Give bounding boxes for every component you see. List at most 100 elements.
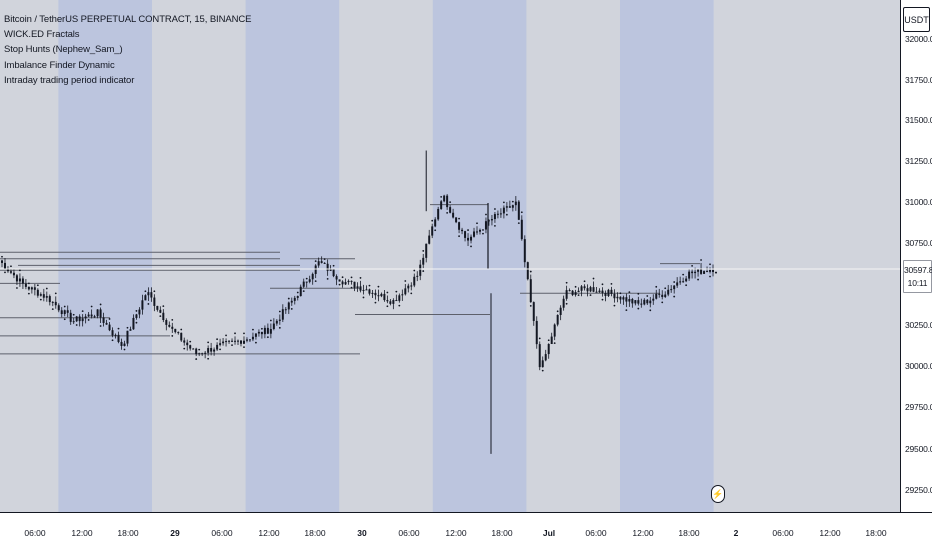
candle-body: [66, 310, 69, 313]
candle-body: [323, 262, 326, 264]
candle-body: [556, 314, 559, 325]
fractal-marker: [601, 283, 604, 286]
fractal-marker: [350, 286, 353, 289]
fractal-marker: [350, 276, 353, 279]
fractal-marker: [219, 348, 221, 351]
candle-body: [386, 300, 389, 302]
candle-body: [18, 278, 21, 282]
candle-body: [326, 263, 329, 271]
candle-body: [204, 352, 207, 354]
candle-body: [508, 206, 511, 208]
candle-body: [1, 260, 3, 263]
candle-body: [192, 348, 195, 350]
candle-body: [290, 300, 293, 303]
candle-body: [171, 326, 174, 329]
candle-body: [120, 341, 123, 346]
fractal-marker: [75, 324, 78, 326]
candle-body: [365, 289, 368, 291]
fractal-marker: [700, 259, 702, 261]
fractal-marker: [302, 290, 305, 293]
fractal-marker: [613, 304, 616, 307]
candle-body: [470, 236, 473, 241]
fractal-marker: [362, 296, 365, 299]
candle-body: [344, 282, 347, 285]
legend-indicator-imbalance[interactable]: Imbalance Finder Dynamic: [4, 59, 115, 71]
candle-body: [114, 334, 117, 336]
fractal-marker: [538, 337, 541, 340]
fractal-marker: [207, 357, 210, 360]
candle-body: [87, 314, 90, 317]
fractal-marker: [341, 276, 344, 279]
candle-body: [123, 343, 126, 346]
candle-body: [213, 349, 216, 352]
candle-body: [601, 290, 604, 293]
candle-body: [523, 239, 526, 263]
candle-body: [335, 276, 338, 280]
candle-body: [694, 271, 697, 274]
fractal-marker: [395, 290, 398, 293]
candle-body: [703, 271, 706, 274]
candle-body: [425, 243, 428, 258]
candle-body: [48, 296, 51, 303]
chart-legend: Bitcoin / TetherUS PERPETUAL CONTRACT, 1…: [4, 12, 251, 88]
candle-body: [431, 226, 434, 236]
price-chart[interactable]: [0, 0, 900, 512]
candle-body: [670, 289, 673, 291]
time-tick-label: 30: [357, 528, 367, 538]
current-price-value: 30597.8: [904, 265, 932, 275]
fractal-marker: [440, 195, 443, 198]
chart-plot-area[interactable]: Bitcoin / TetherUS PERPETUAL CONTRACT, 1…: [0, 0, 900, 512]
candle-body: [93, 316, 96, 318]
fractal-marker: [628, 291, 631, 294]
fractal-marker: [296, 291, 299, 294]
candle-body: [219, 343, 222, 345]
fractal-marker: [19, 269, 21, 272]
candle-body: [84, 316, 87, 319]
candle-body: [317, 261, 320, 266]
candle-body: [374, 292, 377, 296]
fractal-marker: [162, 305, 165, 308]
fractal-marker: [583, 280, 586, 283]
candle-body: [129, 329, 132, 331]
price-axis[interactable]: USDT 32000.0 31750.0 31500.0 31250.0 310…: [900, 0, 932, 512]
lightning-icon[interactable]: ⚡: [711, 485, 725, 503]
legend-indicator-fractals[interactable]: WICK.ED Fractals: [4, 29, 80, 41]
fractal-marker: [99, 325, 102, 327]
candle-body: [682, 281, 685, 283]
candle-body: [63, 310, 66, 315]
fractal-marker: [649, 309, 652, 312]
legend-indicator-intraday[interactable]: Intraday trading period indicator: [4, 74, 135, 86]
candle-body: [174, 328, 177, 333]
currency-button[interactable]: USDT: [903, 7, 930, 32]
candle-body: [284, 309, 287, 311]
fractal-marker: [541, 369, 544, 372]
candle-body: [57, 305, 60, 311]
candle-body: [446, 195, 449, 208]
time-tick-label: 12:00: [71, 528, 93, 538]
time-axis[interactable]: 06:00 12:00 18:00 29 06:00 12:00 18:00 3…: [0, 512, 932, 550]
candle-body: [368, 289, 371, 294]
fractal-marker: [10, 265, 12, 268]
fractal-marker: [159, 315, 162, 318]
time-tick-label: 12:00: [632, 528, 654, 538]
candle-body: [476, 231, 479, 233]
candle-body: [467, 237, 470, 241]
candle-body: [251, 336, 254, 340]
candle-body: [150, 292, 153, 298]
fractal-marker: [51, 308, 54, 311]
fractal-marker: [619, 292, 622, 295]
candle-body: [697, 268, 700, 272]
fractal-marker: [520, 211, 523, 214]
fractal-marker: [278, 310, 281, 313]
legend-symbol-title[interactable]: Bitcoin / TetherUS PERPETUAL CONTRACT, 1…: [4, 14, 252, 25]
fractal-marker: [661, 301, 664, 304]
candle-body: [239, 340, 242, 344]
fractal-marker: [431, 219, 434, 222]
fractal-marker: [386, 305, 389, 308]
candle-body: [99, 309, 102, 318]
legend-indicator-stop-hunts[interactable]: Stop Hunts (Nephew_Sam_): [4, 44, 123, 56]
fractal-marker: [673, 295, 676, 298]
fractal-marker: [589, 294, 592, 297]
fractal-marker: [502, 201, 505, 204]
candle-body: [72, 321, 75, 323]
